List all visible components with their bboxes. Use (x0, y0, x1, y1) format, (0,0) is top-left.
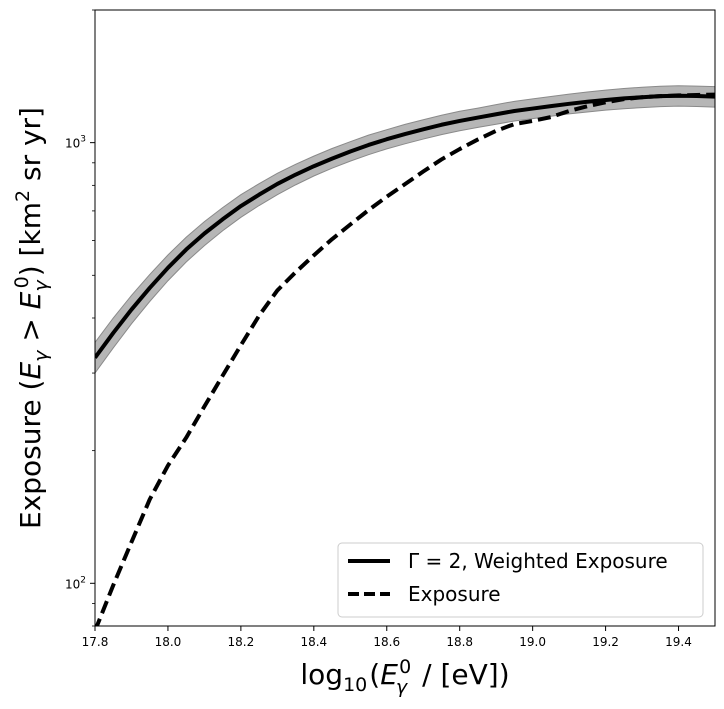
x-tick-label: 19.4 (665, 635, 692, 649)
confidence-band-layer (95, 85, 715, 374)
x-tick-label: 17.8 (82, 635, 109, 649)
y-axis-label: Exposure (Eγ > Eγ0) [km2 sr yr] (11, 107, 52, 529)
x-tick-label: 19.0 (519, 635, 546, 649)
series-weighted-exposure-line (95, 93, 715, 359)
x-tick-label: 18.8 (446, 635, 473, 649)
series-0-band (95, 85, 715, 374)
x-axis-label: log10(Eγ0 / [eV]) (300, 656, 509, 698)
legend-label-weighted-exposure: Γ = 2, Weighted Exposure (408, 549, 668, 573)
x-axis-ticks: 17.8 18.0 18.2 18.4 18.6 18.8 19.0 19.2 19.4 (82, 626, 692, 649)
legend: Γ = 2, Weighted Exposure Exposure (337, 542, 704, 618)
y-axis-ticks: 102 103 (65, 9, 95, 627)
x-tick-label: 18.0 (155, 635, 182, 649)
x-tick-label: 18.4 (300, 635, 327, 649)
y-tick-label: 102 (65, 575, 86, 591)
x-tick-label: 18.2 (228, 635, 255, 649)
legend-label-exposure: Exposure (408, 582, 501, 606)
y-tick-label: 103 (65, 135, 86, 151)
series-lines-layer (95, 92, 715, 626)
x-tick-label: 19.2 (592, 635, 619, 649)
legend-frame (337, 542, 704, 618)
series-exposure-line (95, 92, 715, 626)
x-tick-label: 18.6 (373, 635, 400, 649)
